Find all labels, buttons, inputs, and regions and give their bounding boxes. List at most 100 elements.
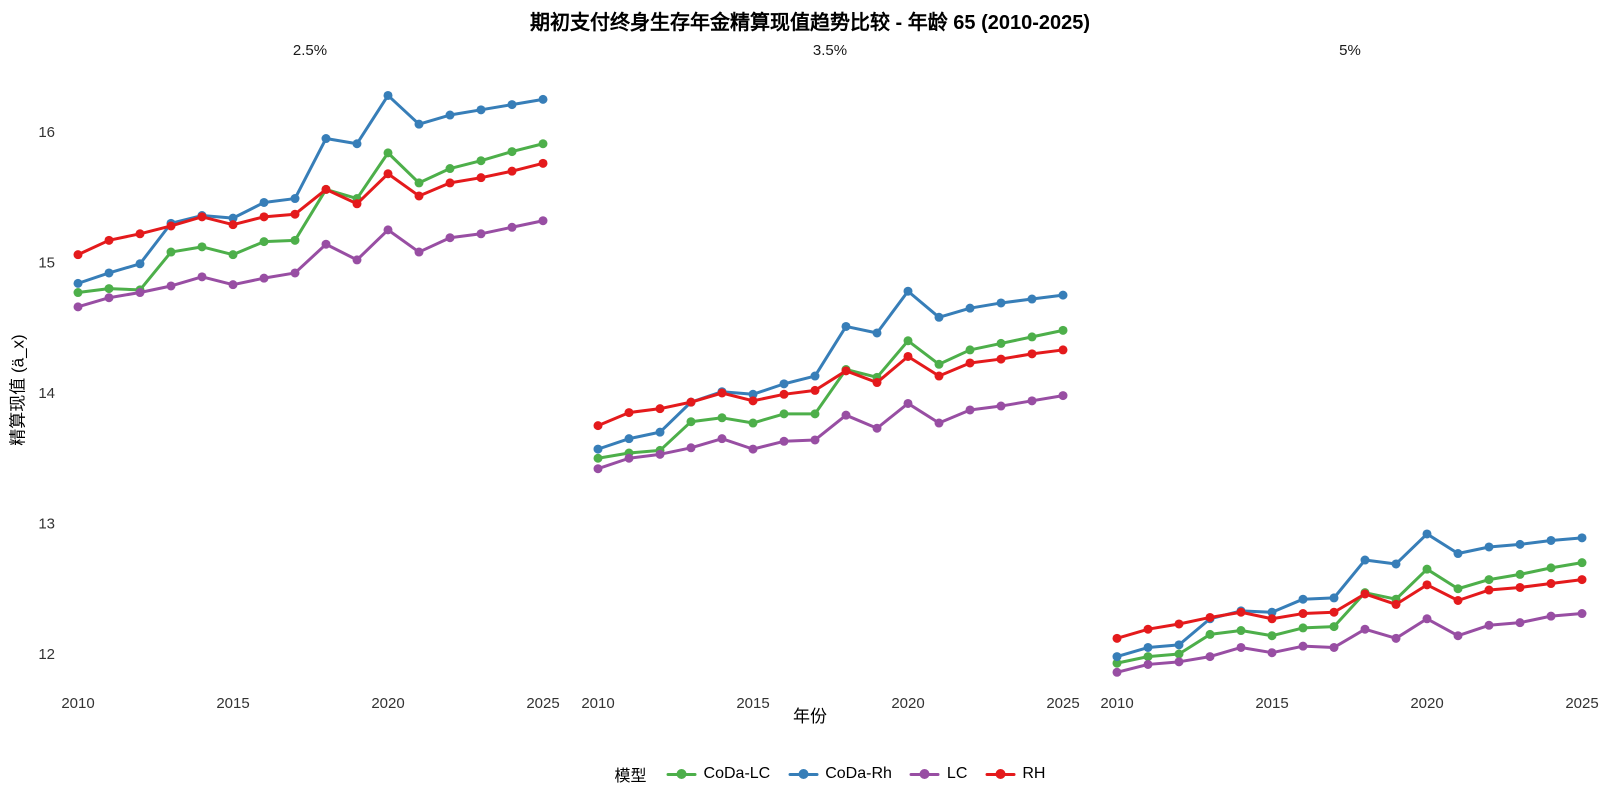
data-point-LC [1360, 624, 1370, 634]
data-point-RH [624, 408, 634, 418]
data-point-CoDa-Rh [655, 427, 665, 437]
data-point-CoDa-Rh [414, 119, 424, 129]
data-point-CoDa-LC [903, 336, 913, 346]
data-point-CoDa-LC [1422, 564, 1432, 574]
x-tick-label: 2020 [371, 695, 404, 712]
data-point-RH [1143, 624, 1153, 634]
data-point-CoDa-Rh [1027, 294, 1037, 304]
x-tick-label: 2020 [891, 695, 924, 712]
legend-label: CoDa-Rh [825, 765, 892, 782]
data-point-CoDa-LC [810, 409, 820, 419]
data-point-CoDa-LC [1484, 575, 1494, 585]
data-point-CoDa-LC [166, 247, 176, 257]
x-tick-label: 2015 [736, 695, 769, 712]
data-point-LC [872, 423, 882, 433]
series-line-RH [76, 161, 545, 257]
data-point-RH [445, 178, 455, 188]
data-point-RH [996, 354, 1006, 364]
data-point-RH [872, 378, 882, 388]
data-point-RH [166, 221, 176, 231]
data-point-CoDa-Rh [352, 139, 362, 149]
data-point-RH [686, 397, 696, 407]
data-point-LC [259, 273, 269, 283]
data-point-LC [197, 272, 207, 282]
data-point-RH [538, 158, 548, 168]
x-tick-label: 2025 [526, 695, 559, 712]
data-point-LC [135, 288, 145, 298]
data-point-CoDa-LC [1453, 584, 1463, 594]
data-point-LC [655, 449, 665, 459]
data-point-LC [841, 410, 851, 420]
data-point-CoDa-LC [445, 164, 455, 174]
data-point-RH [903, 351, 913, 361]
data-point-CoDa-LC [593, 453, 603, 463]
data-point-CoDa-Rh [290, 194, 300, 204]
data-point-CoDa-LC [1236, 626, 1246, 636]
data-point-RH [1329, 607, 1339, 617]
data-point-RH [1515, 582, 1525, 592]
data-point-CoDa-Rh [1360, 555, 1370, 565]
data-point-CoDa-LC [1174, 649, 1184, 659]
data-point-LC [748, 444, 758, 454]
data-point-LC [903, 398, 913, 408]
x-tick-label: 2010 [1100, 695, 1133, 712]
legend-items: CoDa-LC CoDa-Rh LC RH [666, 765, 1045, 783]
legend-marker-icon [788, 766, 819, 782]
data-point-CoDa-Rh [903, 286, 913, 296]
data-point-RH [197, 212, 207, 222]
y-tick-label: 12 [38, 646, 55, 663]
data-point-RH [1577, 575, 1587, 585]
data-point-RH [73, 250, 83, 260]
data-point-CoDa-LC [779, 409, 789, 419]
legend-marker-icon [909, 766, 940, 782]
data-point-CoDa-LC [104, 284, 114, 294]
series-line-CoDa-LC [76, 142, 545, 295]
data-point-RH [414, 191, 424, 201]
data-point-CoDa-LC [259, 237, 269, 247]
data-point-LC [1298, 641, 1308, 651]
legend-item-RH: RH [985, 765, 1045, 783]
series-line-LC [596, 394, 1065, 471]
data-point-RH [104, 235, 114, 245]
legend-label: RH [1022, 765, 1046, 782]
series-line-CoDa-Rh [1115, 532, 1584, 659]
legend-marker-icon [985, 766, 1016, 782]
data-point-RH [717, 388, 727, 398]
data-point-LC [538, 216, 548, 226]
legend-marker-icon [666, 766, 697, 782]
data-point-CoDa-LC [290, 235, 300, 245]
data-point-RH [135, 229, 145, 239]
data-point-CoDa-Rh [810, 371, 820, 381]
data-point-CoDa-Rh [1174, 640, 1184, 650]
data-point-RH [1360, 589, 1370, 599]
data-point-CoDa-Rh [1391, 559, 1401, 569]
data-point-RH [1453, 595, 1463, 605]
data-point-LC [934, 418, 944, 428]
series-line-LC [76, 219, 545, 309]
data-point-LC [414, 247, 424, 257]
data-point-RH [1205, 612, 1215, 622]
data-point-CoDa-Rh [1515, 539, 1525, 549]
data-point-RH [934, 371, 944, 381]
legend-label: LC [946, 765, 968, 782]
chart-title: 期初支付终身生存年金精算现值趋势比较 - 年龄 65 (2010-2025) [529, 12, 1091, 34]
data-point-LC [1484, 620, 1494, 630]
data-point-CoDa-Rh [259, 197, 269, 207]
data-point-RH [1174, 619, 1184, 629]
data-point-CoDa-LC [1143, 652, 1153, 662]
data-point-RH [507, 166, 517, 176]
data-point-CoDa-LC [476, 156, 486, 166]
facet-label-2.5pct: 2.5% [292, 42, 328, 59]
data-point-CoDa-Rh [1058, 290, 1068, 300]
data-point-RH [259, 212, 269, 222]
data-point-RH [1267, 614, 1277, 624]
x-tick-label: 2020 [1410, 695, 1443, 712]
data-point-RH [841, 366, 851, 376]
data-point-LC [1027, 396, 1037, 406]
data-point-CoDa-Rh [383, 90, 393, 100]
data-point-CoDa-Rh [1329, 593, 1339, 603]
data-point-LC [1143, 659, 1153, 669]
data-point-RH [810, 385, 820, 395]
data-point-RH [383, 169, 393, 179]
data-point-CoDa-Rh [872, 328, 882, 338]
